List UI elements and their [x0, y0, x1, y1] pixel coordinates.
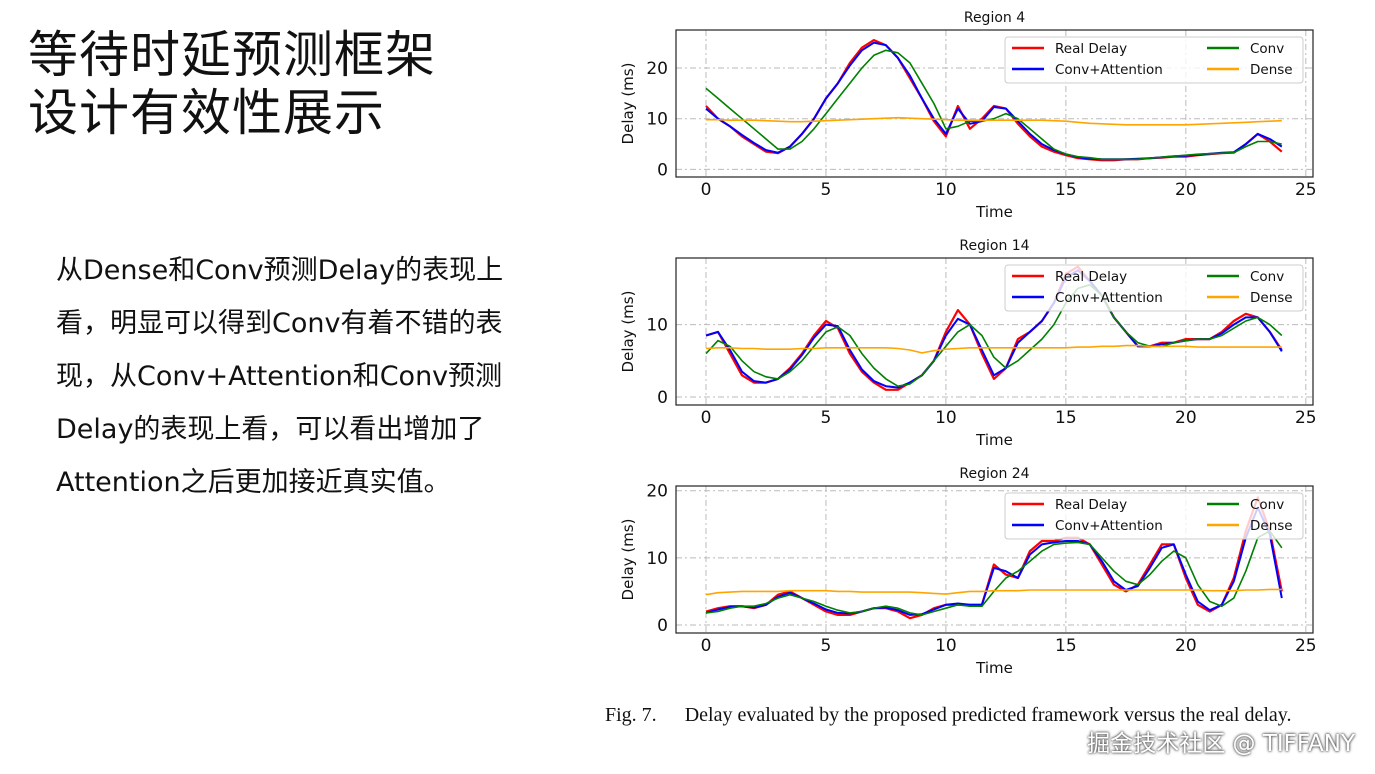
x-tick-label: 15 [1055, 408, 1077, 428]
chart-title: Region 24 [959, 466, 1029, 482]
legend: Real Delay Conv+Attention Conv Dense [1004, 492, 1304, 540]
y-tick-label: 0 [657, 388, 668, 408]
x-tick-label: 0 [701, 636, 712, 656]
caption-text: Delay evaluated by the proposed predicte… [684, 704, 1292, 726]
x-tick-label: 5 [821, 636, 832, 656]
legend-label: Conv [1250, 497, 1284, 513]
x-axis-label: Time [975, 431, 1013, 449]
legend-label: Dense [1250, 62, 1293, 78]
slide-title-line-1: 等待时延预测框架 [28, 26, 436, 84]
x-axis-label: Time [975, 659, 1013, 677]
legend: Real Delay Conv+Attention Conv Dense [1004, 264, 1304, 312]
x-tick-label: 5 [821, 408, 832, 428]
y-tick-label: 20 [646, 482, 668, 502]
legend-label: Dense [1250, 290, 1293, 306]
chart-region-14: 0 5 10 15 20 25 0 10 Region 14 Time Delay (ms) Real… [619, 238, 1317, 449]
x-tick-label: 0 [701, 180, 712, 200]
legend-label: Conv+Attention [1055, 290, 1163, 306]
y-tick-label: 20 [646, 59, 668, 79]
legend-label: Real Delay [1055, 269, 1127, 285]
caption-figure-number: Fig. 7. [605, 704, 657, 726]
y-axis-label: Delay (ms) [619, 291, 637, 373]
legend-label: Dense [1250, 518, 1293, 534]
x-tick-label: 0 [701, 408, 712, 428]
series-line-dense [706, 116, 1282, 126]
series-line-dense [705, 344, 1282, 354]
legend-label: Real Delay [1055, 41, 1127, 57]
series-line-conv [705, 49, 1282, 161]
x-tick-label: 10 [935, 180, 957, 200]
watermark: 掘金技术社区 @ TIFFANY [1087, 731, 1355, 757]
y-tick-label: 10 [646, 110, 668, 130]
slide-title: 等待时延预测框架 设计有效性展示 [28, 26, 436, 142]
axes-frame [675, 485, 1314, 634]
x-tick-label: 20 [1175, 636, 1197, 656]
chart-title: Region 14 [959, 238, 1029, 254]
x-tick-label: 5 [821, 180, 832, 200]
chart-title: Region 4 [964, 10, 1025, 26]
x-axis-label: Time [975, 203, 1013, 221]
legend-label: Conv [1250, 269, 1284, 285]
x-tick-label: 20 [1175, 180, 1197, 200]
slide-title-line-2: 设计有效性展示 [28, 84, 385, 142]
x-tick-label: 10 [935, 408, 957, 428]
y-tick-label: 0 [657, 616, 668, 636]
legend-label: Real Delay [1055, 497, 1127, 513]
chart-region-4: 0 5 10 15 20 25 0 10 20 Region 4 Time Delay (ms) Rea… [619, 10, 1317, 221]
y-tick-label: 0 [657, 160, 668, 180]
figure-caption: Fig. 7. Delay evaluated by the proposed p… [605, 703, 1335, 727]
series-line-dense [705, 588, 1282, 596]
legend-label: Conv [1250, 41, 1284, 57]
y-axis-label: Delay (ms) [619, 519, 637, 601]
x-tick-label: 25 [1295, 408, 1317, 428]
series-line-conv [705, 283, 1283, 387]
x-tick-label: 25 [1295, 180, 1317, 200]
y-axis-label: Delay (ms) [619, 63, 637, 145]
x-tick-label: 20 [1175, 408, 1197, 428]
slide-body-text: 从Dense和Conv预测Delay的表现上看，明显可以得到Conv有着不错的表… [56, 255, 504, 498]
legend-label: Conv+Attention [1055, 518, 1163, 534]
x-tick-label: 15 [1055, 636, 1077, 656]
legend: Real Delay Conv+Attention Conv Dense [1004, 36, 1304, 84]
x-tick-label: 15 [1055, 180, 1077, 200]
axes-frame [675, 257, 1314, 406]
axes-frame [675, 29, 1314, 178]
legend-label: Conv+Attention [1055, 62, 1163, 78]
y-tick-label: 10 [646, 316, 668, 336]
chart-region-24: 0 5 10 15 20 25 0 10 20 Region 24 Time Delay (ms) Re… [619, 466, 1317, 677]
x-tick-label: 10 [935, 636, 957, 656]
y-tick-label: 10 [646, 549, 668, 569]
x-tick-label: 25 [1295, 636, 1317, 656]
